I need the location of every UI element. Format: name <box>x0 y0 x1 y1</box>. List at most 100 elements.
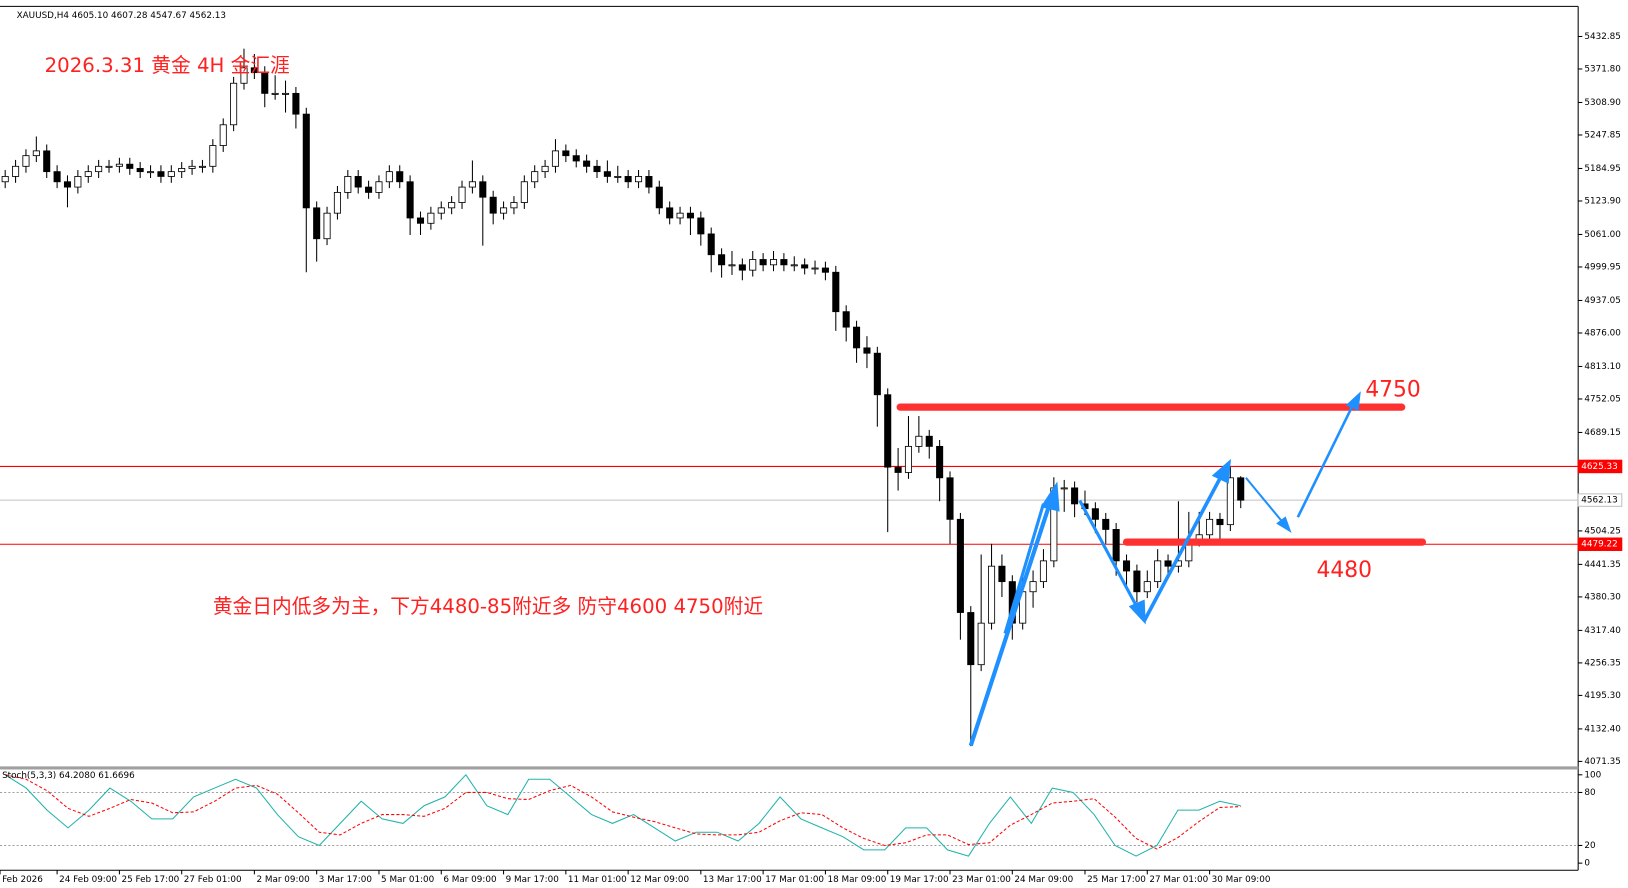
candle-body <box>1216 518 1224 526</box>
x-tick-label: 19 Mar 17:00 <box>890 875 949 885</box>
candle-body <box>385 171 393 183</box>
annotation: 4750 <box>1365 378 1420 403</box>
price-label: 4562.13 <box>1581 496 1617 506</box>
candle-body <box>728 264 736 267</box>
indicator-title: Stoch(5,3,3) 64.2080 61.6696 <box>2 771 135 781</box>
candle-body <box>1071 487 1079 505</box>
candle-body <box>614 176 622 178</box>
candle-body <box>271 92 279 95</box>
candle-body <box>489 196 497 214</box>
arrow <box>1142 471 1225 622</box>
y-tick-label: 20 <box>1584 841 1596 851</box>
arrow <box>1078 499 1142 614</box>
arrowhead <box>1211 458 1231 484</box>
candle-body <box>676 212 684 219</box>
candle-body <box>1226 477 1234 526</box>
y-tick-label: 5247.85 <box>1584 130 1620 140</box>
candle-body <box>572 155 580 162</box>
candle-body <box>1102 518 1110 530</box>
candle-body <box>74 176 82 188</box>
candle-body <box>915 435 923 447</box>
y-tick-label: 4813.10 <box>1584 362 1621 372</box>
candle-body <box>323 212 331 240</box>
candle-body <box>925 435 933 447</box>
candle-body <box>873 352 881 396</box>
candle-body <box>1091 508 1099 520</box>
candle-body <box>230 82 238 126</box>
candle-body <box>1029 581 1037 593</box>
arrow <box>1003 503 1045 634</box>
arrow <box>1245 477 1287 527</box>
candle-body <box>894 466 902 473</box>
candle-body <box>43 150 51 173</box>
candle-body <box>1206 518 1214 536</box>
candle-body <box>936 445 944 479</box>
candle-body <box>769 259 778 266</box>
candle-body <box>686 212 694 219</box>
x-tick-label: 30 Mar 09:00 <box>1212 875 1271 885</box>
arrowhead <box>1345 391 1361 412</box>
symbol-title: XAUUSD,H4 4605.10 4607.28 4547.67 4562.1… <box>17 11 226 21</box>
candle-body <box>167 171 175 177</box>
candle-body <box>32 150 40 157</box>
x-tick-label: 5 Mar 01:00 <box>381 875 435 885</box>
arrowhead <box>1128 599 1146 625</box>
candle-body <box>406 181 414 219</box>
x-tick-label: 25 Feb 17:00 <box>121 875 179 885</box>
candle-body <box>147 171 155 174</box>
candle-body <box>1133 570 1141 593</box>
candle-body <box>1154 560 1162 583</box>
candle-body <box>551 150 560 167</box>
x-tick-label: 9 Mar 17:00 <box>506 875 560 885</box>
candle-body <box>313 207 321 240</box>
candle-body <box>354 176 362 188</box>
candle-body <box>281 92 290 95</box>
candle-body <box>95 165 103 173</box>
candle-body <box>759 259 767 266</box>
candle-body <box>635 176 643 183</box>
candle-body <box>1143 581 1151 593</box>
candle-body <box>603 171 611 177</box>
price-label: 4625.33 <box>1581 462 1617 472</box>
candle-body <box>832 271 840 313</box>
candle-body <box>697 217 705 235</box>
candle-body <box>821 267 829 273</box>
candle-body <box>250 67 258 74</box>
candle-body <box>842 311 850 328</box>
x-tick-label: 17 Mar 01:00 <box>765 875 824 885</box>
candle-body <box>468 181 476 188</box>
x-tick-label: 27 Mar 01:00 <box>1149 875 1208 885</box>
candle-body <box>178 168 186 173</box>
candle-body <box>188 165 196 169</box>
candle-body <box>1122 560 1131 572</box>
x-tick-label: 11 Mar 01:00 <box>568 875 627 885</box>
candle-body <box>126 163 134 169</box>
candle-body <box>645 176 653 188</box>
y-tick-label: 5061.00 <box>1584 230 1621 240</box>
candle-body <box>448 202 456 209</box>
price-label-box <box>1577 537 1623 551</box>
candle-body <box>396 171 404 183</box>
y-tick-label: 5432.85 <box>1584 32 1620 42</box>
candle-body <box>801 264 809 269</box>
candle-body <box>998 565 1006 583</box>
arrow <box>968 499 1053 747</box>
candle-body <box>988 565 996 624</box>
y-tick-label: 5123.90 <box>1584 196 1621 206</box>
arrows <box>968 391 1361 747</box>
candle-body <box>500 207 508 214</box>
x-tick-label: 25 Mar 17:00 <box>1087 875 1146 885</box>
candle-body <box>198 165 206 168</box>
candle-body <box>977 622 985 666</box>
y-tick-label: 80 <box>1584 788 1596 798</box>
y-tick-label: 5184.95 <box>1584 164 1620 174</box>
candle-body <box>531 171 539 183</box>
indicator-line <box>5 774 1241 850</box>
candle-body <box>375 181 383 193</box>
y-tick-label: 4195.30 <box>1584 691 1621 701</box>
candle-body <box>853 326 861 349</box>
candle-body <box>520 181 528 203</box>
candle-body <box>12 165 20 177</box>
candle-body <box>209 145 217 167</box>
